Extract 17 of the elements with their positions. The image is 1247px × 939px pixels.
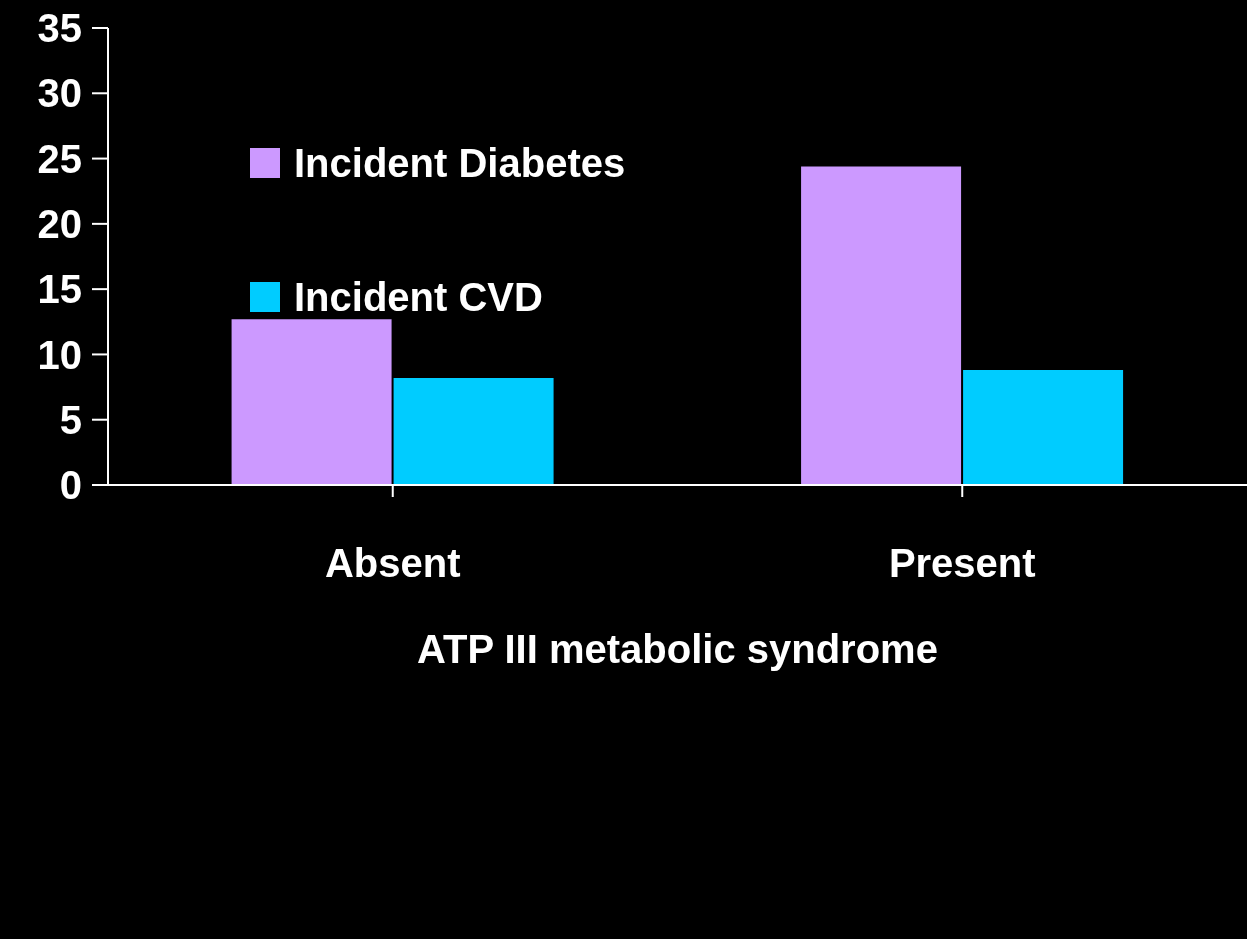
y-tick-label: 35 bbox=[37, 6, 82, 51]
y-tick-label: 15 bbox=[37, 267, 82, 312]
y-tick-label: 10 bbox=[37, 332, 82, 377]
bar bbox=[393, 377, 554, 485]
y-tick-label: 25 bbox=[37, 136, 82, 181]
y-tick-label: 5 bbox=[59, 397, 82, 442]
legend-label: Incident Diabetes bbox=[294, 140, 626, 186]
bar bbox=[963, 370, 1124, 485]
y-tick-label: 0 bbox=[59, 463, 82, 508]
y-tick-label: 30 bbox=[37, 71, 82, 116]
legend-label: Incident CVD bbox=[294, 274, 543, 320]
x-tick-label: Present bbox=[888, 541, 1036, 586]
x-axis-title: ATP III metabolic syndrome bbox=[417, 627, 938, 671]
x-tick-label: Absent bbox=[324, 541, 461, 586]
y-tick-label: 20 bbox=[37, 202, 82, 247]
bar bbox=[801, 166, 962, 485]
bar bbox=[231, 319, 392, 485]
